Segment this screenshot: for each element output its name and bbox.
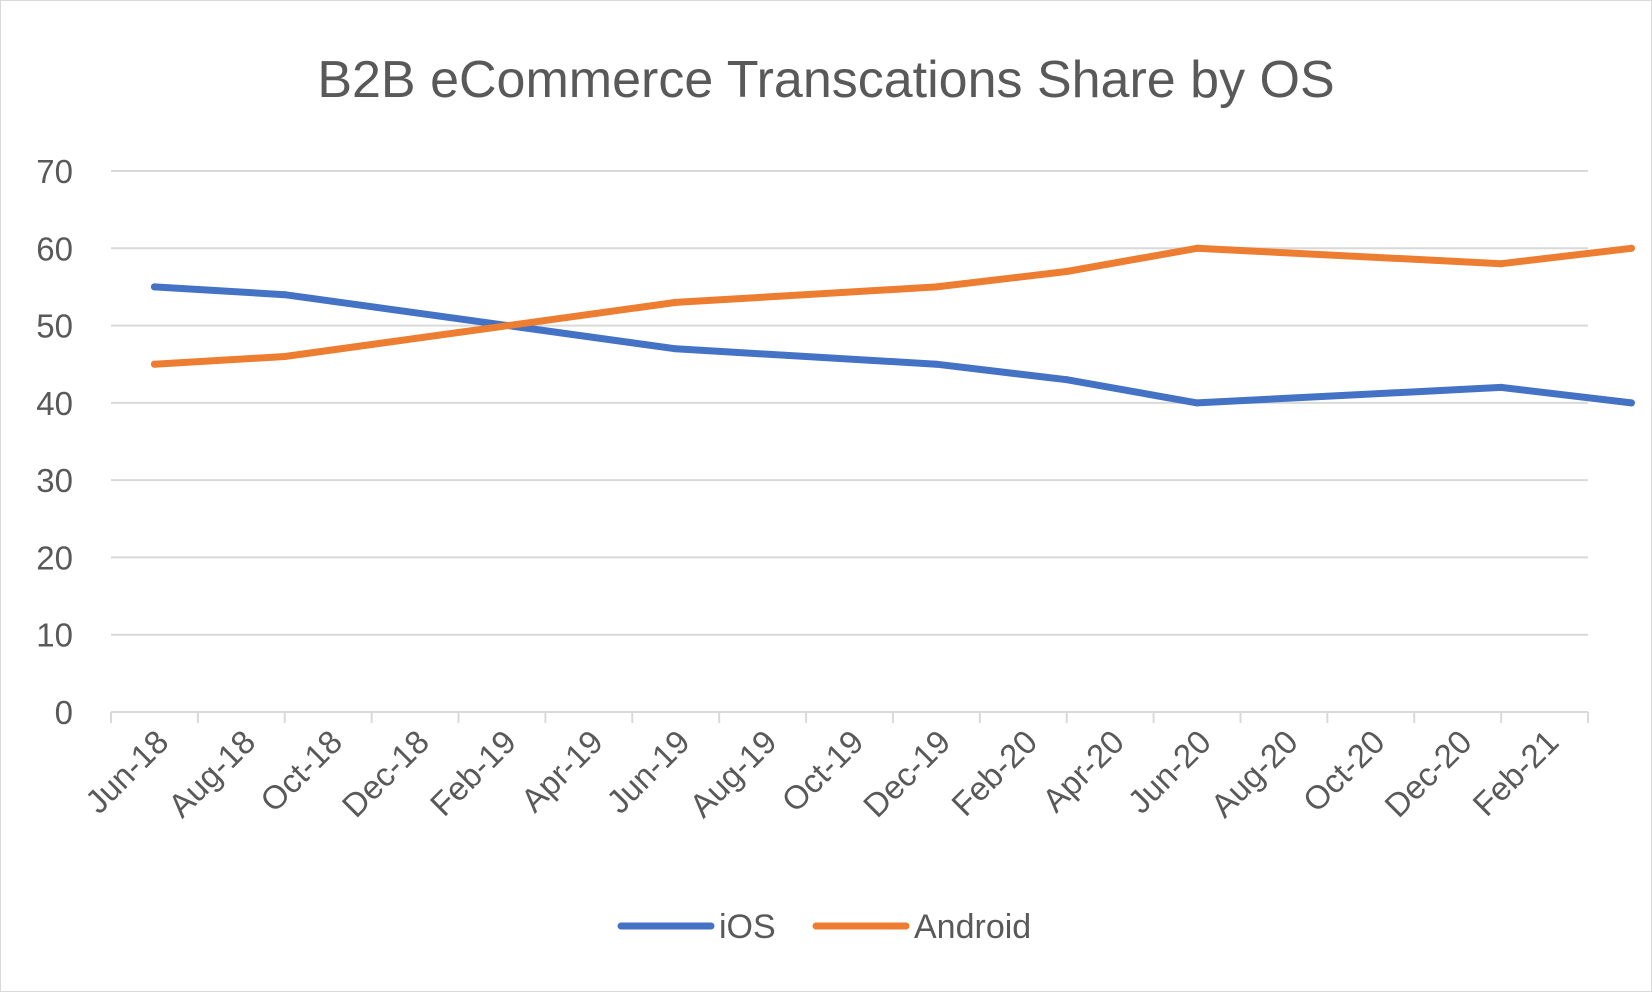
x-tick-label: Jun-19	[599, 723, 697, 821]
series-line-ios	[150, 283, 1635, 407]
series-lines	[150, 244, 1635, 407]
y-tick-label: 60	[36, 230, 73, 267]
data-point-ios	[1063, 376, 1071, 384]
data-point-ios	[150, 283, 158, 291]
data-point-android	[1063, 267, 1071, 275]
data-point-android	[281, 352, 289, 360]
x-tick-label: Aug-18	[161, 723, 262, 824]
legend-label-ios: iOS	[719, 908, 776, 946]
x-axis-tick-labels: Jun-18Aug-18Oct-18Dec-18Feb-19Apr-19Jun-…	[78, 723, 1566, 824]
x-tick-label: Oct-18	[253, 723, 349, 819]
x-tick-label: Jun-18	[78, 723, 176, 821]
y-tick-label: 30	[36, 462, 73, 499]
data-point-ios	[672, 345, 680, 353]
legend-label-android: Android	[914, 908, 1031, 946]
x-tick-label: Aug-20	[1203, 723, 1304, 824]
x-tick-label: Feb-21	[1465, 723, 1565, 823]
y-tick-label: 40	[36, 385, 73, 422]
x-axis	[110, 711, 1589, 723]
data-point-android	[672, 298, 680, 306]
y-tick-label: 10	[36, 617, 73, 654]
legend: iOS Android	[617, 908, 1031, 946]
x-tick-label: Feb-19	[423, 723, 523, 823]
x-tick-label: Feb-20	[944, 723, 1044, 823]
x-tick-label: Apr-20	[1035, 723, 1131, 819]
data-point-android	[1193, 244, 1201, 252]
x-tick-label: Aug-19	[682, 723, 783, 824]
data-point-ios	[1627, 399, 1635, 407]
x-tick-label: Oct-19	[774, 723, 870, 819]
y-tick-label: 50	[36, 308, 73, 345]
data-point-android	[932, 283, 940, 291]
data-point-ios	[281, 291, 289, 299]
data-point-ios	[932, 360, 940, 368]
gridlines	[111, 170, 1588, 636]
x-tick-label: Dec-18	[335, 723, 436, 824]
x-tick-label: Apr-19	[514, 723, 610, 819]
data-point-android	[1497, 260, 1505, 268]
x-tick-label: Dec-19	[856, 723, 957, 824]
y-tick-label: 20	[36, 539, 73, 576]
x-tick-label: Oct-20	[1296, 723, 1392, 819]
y-axis: 0 10 20 30 40 50 60 70	[36, 153, 73, 731]
series-line-android	[150, 244, 1635, 368]
x-tick-label: Dec-20	[1377, 723, 1478, 824]
y-tick-label: 70	[36, 153, 73, 190]
x-tick-label: Jun-20	[1120, 723, 1218, 821]
data-point-android	[1627, 244, 1635, 252]
chart-title: B2B eCommerce Transcations Share by OS	[317, 51, 1334, 109]
y-tick-label: 0	[55, 694, 73, 731]
data-point-ios	[1193, 399, 1201, 407]
data-point-ios	[1497, 383, 1505, 391]
data-point-android	[150, 360, 158, 368]
